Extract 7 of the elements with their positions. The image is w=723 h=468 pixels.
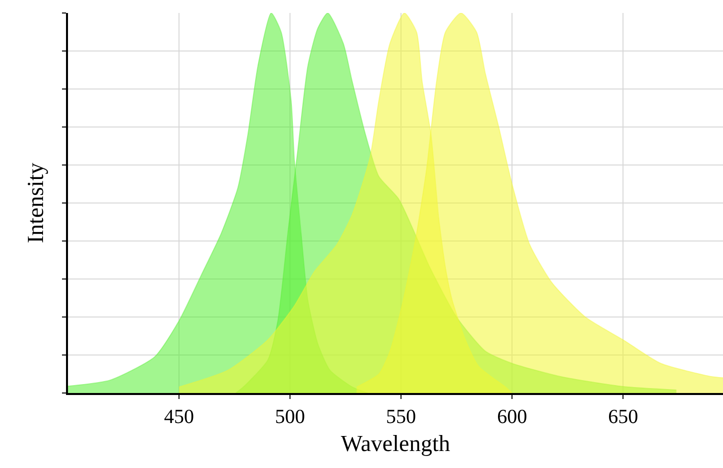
x-tick-label: 650 (608, 406, 638, 428)
x-tick-label: 600 (497, 406, 528, 428)
x-tick-label: 550 (386, 406, 416, 428)
y-axis-title: Intensity (22, 162, 48, 244)
x-tick-label: 500 (275, 406, 306, 428)
x-axis-title: Wavelength (340, 431, 451, 456)
x-tick-label: 450 (164, 406, 194, 428)
